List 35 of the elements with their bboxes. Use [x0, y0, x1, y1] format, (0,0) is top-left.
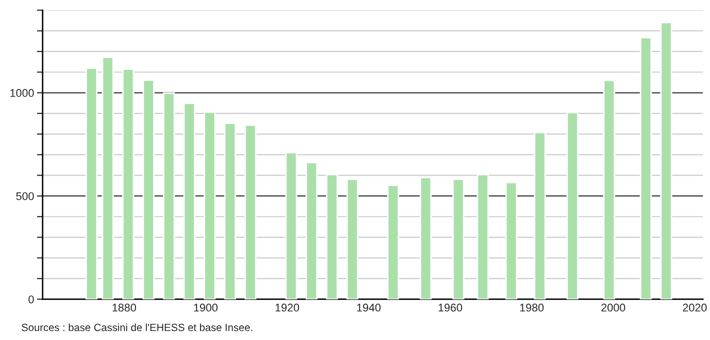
bar	[387, 184, 400, 300]
y-tick-label: 500	[16, 192, 34, 200]
x-tick-label: 1920	[276, 304, 300, 312]
x-tick-label: 1980	[520, 304, 544, 312]
bar	[224, 122, 236, 300]
source-note: Sources : base Cassini de l'EHESS et base Insee.	[22, 323, 252, 332]
bar	[142, 79, 155, 300]
bar	[452, 178, 464, 300]
bar	[476, 174, 489, 300]
x-tick-label: 2020	[682, 304, 707, 312]
y-tick-label: 0	[28, 295, 34, 304]
bar	[346, 178, 358, 300]
bar	[534, 132, 546, 300]
bar	[122, 68, 134, 300]
bar	[420, 176, 432, 300]
bar	[326, 174, 338, 300]
bar	[306, 162, 318, 300]
bar	[86, 68, 98, 300]
bar	[603, 80, 616, 300]
bar	[102, 56, 114, 300]
bar	[505, 182, 518, 300]
x-tick-label: 1900	[194, 304, 218, 312]
bar	[566, 112, 578, 300]
bar	[285, 152, 298, 300]
y-tick-label: 1000	[10, 89, 34, 97]
bar	[162, 92, 175, 300]
bar	[183, 102, 196, 300]
x-tick-label: 1960	[438, 304, 462, 312]
bar	[204, 111, 216, 300]
bar	[244, 124, 256, 300]
x-tick-label: 2000	[601, 304, 626, 312]
x-tick-label: 1940	[357, 304, 381, 312]
bar	[660, 22, 672, 300]
bar	[640, 36, 652, 300]
x-tick-label: 1880	[112, 304, 136, 312]
